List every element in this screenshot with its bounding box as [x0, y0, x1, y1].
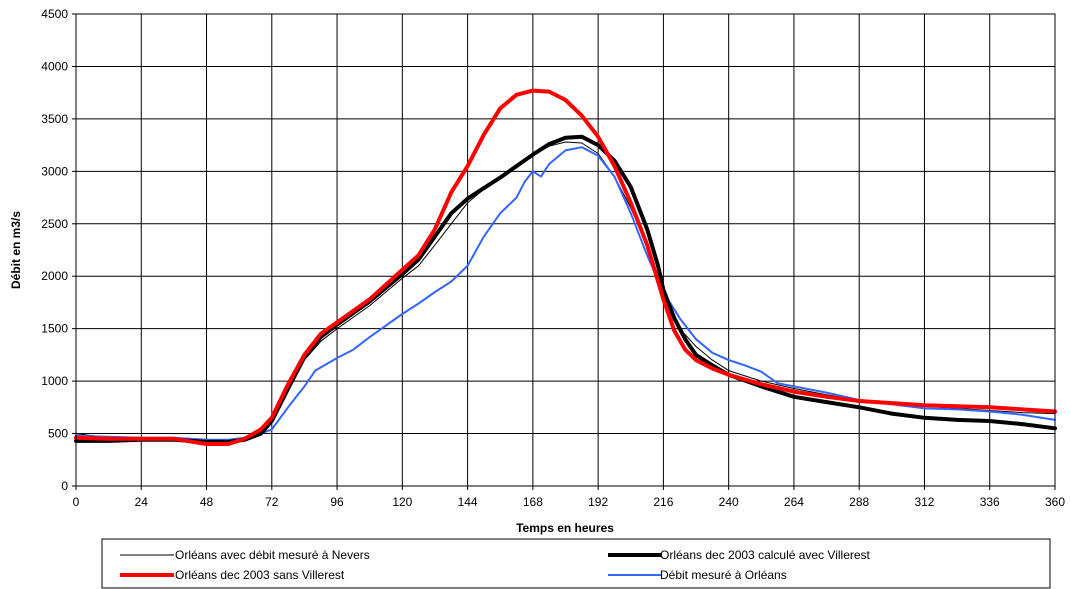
x-tick-label-312: 312: [914, 495, 934, 509]
y-tick-label-2000: 2000: [41, 269, 68, 283]
x-axis-title: Temps en heures: [516, 521, 614, 535]
x-tick-label-48: 48: [200, 495, 214, 509]
x-tick-label-144: 144: [458, 495, 478, 509]
plot-border: [75, 13, 1056, 487]
x-tick-label-96: 96: [330, 495, 344, 509]
legend: Orléans avec débit mesuré à Nevers Orléan…: [101, 538, 1051, 589]
y-tick-label-500: 500: [48, 427, 68, 441]
plot-area: [76, 14, 1055, 486]
x-tick-labels: 0 24 48 72 96 120 144 168 192 216 240 264 288 312 336 3…: [73, 486, 1065, 509]
legend-label-2: Orléans dec 2003 calculé avec Villerest: [660, 548, 871, 562]
x-tick-label-264: 264: [784, 495, 804, 509]
y-tick-label-3000: 3000: [41, 164, 68, 178]
y-tick-label-1000: 1000: [41, 374, 68, 388]
x-tick-label-360: 360: [1045, 495, 1065, 509]
x-tick-label-240: 240: [719, 495, 739, 509]
legend-box: [101, 538, 1051, 589]
legend-label-4: Débit mesuré à Orléans: [660, 568, 787, 582]
series-lines: [74, 88, 1057, 446]
x-tick-label-24: 24: [135, 495, 149, 509]
y-axis-title: Débit en m3/s: [9, 211, 23, 289]
y-tick-label-3500: 3500: [41, 112, 68, 126]
x-tick-label-192: 192: [588, 495, 608, 509]
y-tick-label-1500: 1500: [41, 322, 68, 336]
x-tick-label-288: 288: [849, 495, 869, 509]
x-tick-label-0: 0: [73, 495, 80, 509]
x-tick-label-216: 216: [653, 495, 673, 509]
series-line-3: [74, 88, 1057, 446]
y-tick-label-4500: 4500: [41, 7, 68, 21]
x-tick-label-72: 72: [265, 495, 279, 509]
series-line-4: [75, 146, 1056, 441]
legend-label-3: Orléans dec 2003 sans Villerest: [175, 568, 345, 582]
y-tick-labels: 0 500 1000 1500 2000 2500 3000 3500 4000 4500: [41, 7, 76, 493]
y-tick-label-0: 0: [61, 479, 68, 493]
x-tick-label-168: 168: [523, 495, 543, 509]
legend-label-1: Orléans avec débit mesuré à Nevers: [175, 548, 370, 562]
x-tick-label-120: 120: [392, 495, 412, 509]
x-tick-label-336: 336: [980, 495, 1000, 509]
y-tick-label-4000: 4000: [41, 59, 68, 73]
series-line-2: [74, 134, 1057, 444]
y-tick-label-2500: 2500: [41, 217, 68, 231]
